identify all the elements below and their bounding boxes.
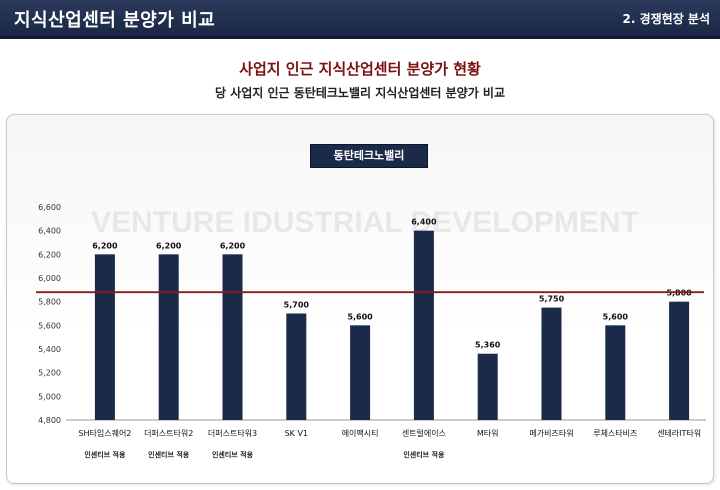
data-label: 5,750 bbox=[539, 295, 565, 304]
chart-main-title: 사업지 인근 지식산업센터 분양가 현황 bbox=[239, 60, 481, 78]
x-tick-label: 루체스타비즈 bbox=[593, 428, 637, 438]
bar bbox=[477, 353, 498, 420]
category-note: 인센티브 적용 bbox=[148, 450, 190, 459]
y-tick-label: 6,200 bbox=[38, 250, 61, 259]
x-tick-label: 더퍼스트타워3 bbox=[208, 429, 257, 438]
chart-panel bbox=[6, 114, 714, 484]
watermark-text: VENTURE IDUSTRIAL DEVELOPMENT bbox=[91, 206, 639, 239]
x-tick-label: SH타임스퀘어2 bbox=[78, 428, 131, 438]
data-label: 5,360 bbox=[475, 341, 501, 350]
y-tick-label: 5,800 bbox=[38, 298, 61, 307]
bar bbox=[541, 307, 562, 420]
data-label: 5,600 bbox=[603, 312, 629, 321]
y-tick-label: 5,200 bbox=[38, 369, 61, 378]
page-title: 지식산업센터 분양가 비교 bbox=[14, 10, 216, 31]
bar bbox=[158, 254, 179, 420]
category-note: 인센티브 적용 bbox=[403, 450, 445, 459]
x-tick-label: 에이팩시티 bbox=[342, 428, 379, 438]
bar bbox=[413, 230, 434, 420]
x-tick-label: 더퍼스트타워2 bbox=[144, 429, 193, 438]
bar bbox=[286, 313, 307, 420]
data-label: 6,400 bbox=[411, 218, 437, 227]
data-label: 6,200 bbox=[220, 241, 246, 250]
y-tick-label: 5,400 bbox=[38, 345, 61, 354]
category-note: 인센티브 적용 bbox=[212, 450, 254, 459]
y-tick-label: 6,000 bbox=[38, 274, 61, 283]
x-tick-label: SK V1 bbox=[285, 429, 308, 438]
chart-subtitle: 당 사업지 인근 동탄테크노밸리 지식산업센터 분양가 비교 bbox=[214, 86, 506, 100]
bars-group bbox=[94, 230, 690, 420]
section-label: 2. 경쟁현장 분석 bbox=[622, 12, 710, 26]
header-bar: 지식산업센터 분양가 비교 2. 경쟁현장 분석 bbox=[0, 0, 720, 39]
category-note: 인센티브 적용 bbox=[84, 450, 126, 459]
y-tick-label: 5,000 bbox=[38, 392, 61, 401]
bar bbox=[669, 301, 690, 420]
y-tick-label: 6,600 bbox=[38, 203, 61, 212]
x-tick-label: 센테라IT타워 bbox=[657, 428, 701, 438]
bar bbox=[94, 254, 115, 420]
bar bbox=[222, 254, 243, 420]
y-tick-label: 6,400 bbox=[38, 227, 61, 236]
y-tick-label: 4,800 bbox=[38, 416, 61, 425]
data-label: 5,700 bbox=[284, 301, 310, 310]
x-tick-label: M타워 bbox=[477, 429, 499, 438]
data-label: 6,200 bbox=[156, 241, 182, 250]
data-label: 5,800 bbox=[666, 289, 692, 298]
legend-label: 동탄테크노밸리 bbox=[310, 144, 428, 168]
y-tick-label: 5,600 bbox=[38, 321, 61, 330]
data-label: 6,200 bbox=[92, 241, 118, 250]
x-tick-label: 메가비즈타워 bbox=[529, 429, 573, 438]
data-label: 5,600 bbox=[347, 312, 373, 321]
bar bbox=[605, 325, 626, 420]
x-tick-label: 센트럴에이스 bbox=[402, 428, 446, 438]
bar bbox=[350, 325, 371, 420]
labels-group: 6,200 SH타임스퀘어2 인센티브 적용 6,200 더퍼스트타워2 인센티브 적용 6… bbox=[78, 218, 701, 459]
